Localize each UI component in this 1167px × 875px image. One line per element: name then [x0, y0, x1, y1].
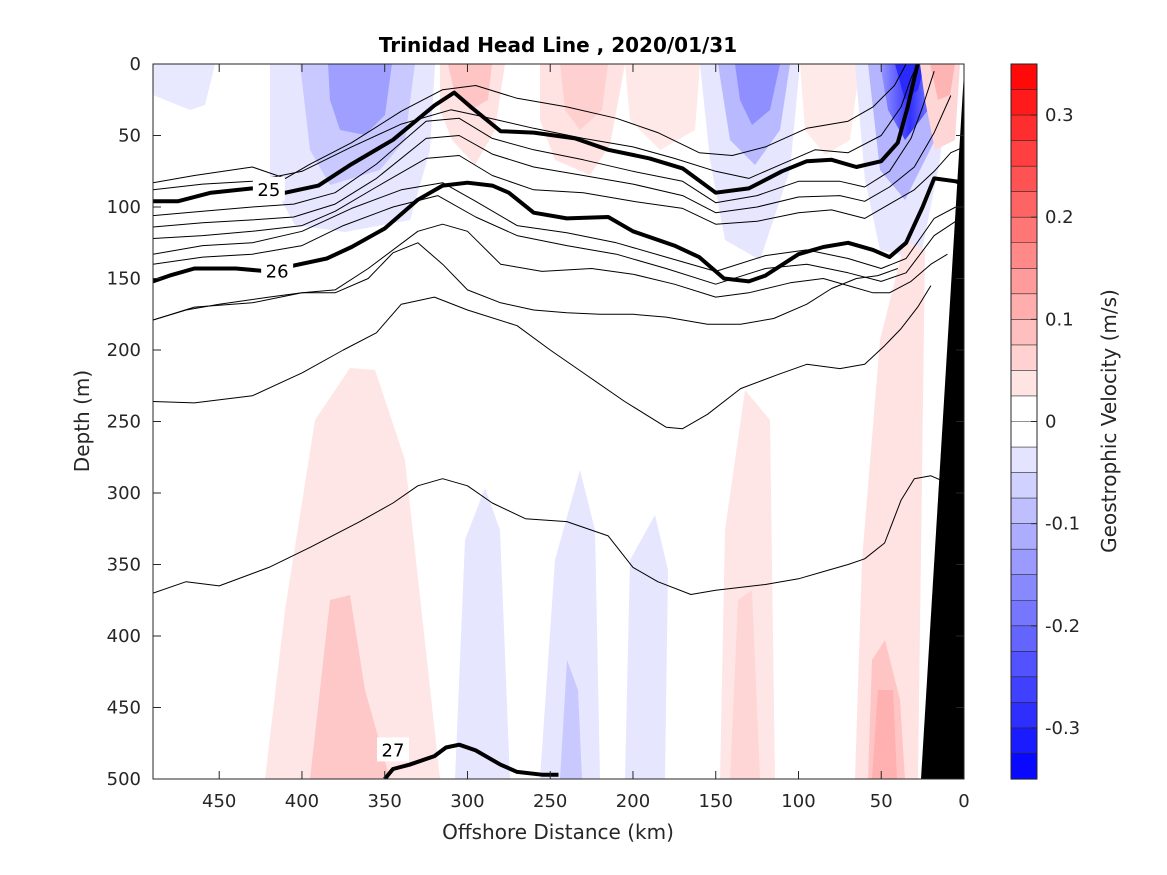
y-tick-label: 200	[107, 340, 141, 361]
colorbar-segment	[1011, 89, 1037, 116]
colorbar-segment	[1011, 64, 1037, 91]
colorbar-segment	[1011, 498, 1037, 525]
contour-label-bg	[376, 737, 409, 762]
colorbar-tick-label: -0.2	[1045, 616, 1080, 637]
colorbar-tick-label: 0.2	[1045, 207, 1074, 228]
y-tick-label: 350	[107, 555, 141, 576]
colorbar-segment	[1011, 676, 1037, 703]
y-tick-label: 100	[107, 197, 141, 218]
contour-line	[153, 285, 932, 430]
x-tick-label: 200	[616, 791, 650, 812]
colorbar-tick-label: -0.3	[1045, 718, 1080, 739]
colorbar-tick-label: -0.1	[1045, 514, 1080, 535]
contour-label: 25	[257, 180, 280, 201]
colorbar-segment	[1011, 421, 1037, 448]
x-tick-label: 100	[781, 791, 815, 812]
y-tick-label: 300	[107, 483, 141, 504]
colorbar-segment	[1011, 472, 1037, 499]
y-axis: 0 50 100 150 200 250 300 350 400 450 500	[107, 54, 964, 790]
contour-line	[383, 742, 559, 779]
colorbar-segment	[1011, 140, 1037, 167]
y-axis-label: Depth (m)	[70, 370, 94, 472]
contour-line	[153, 95, 952, 228]
seafloor-bathymetry	[921, 72, 964, 779]
colorbar-segment	[1011, 574, 1037, 601]
colorbar-segment	[1011, 370, 1037, 397]
colorbar-segment	[1011, 319, 1037, 346]
contour-line	[153, 64, 920, 204]
colorbar-segment	[1011, 600, 1037, 627]
colorbar-segment	[1011, 166, 1037, 193]
x-tick-label: 400	[285, 791, 319, 812]
x-tick-label: 250	[533, 791, 567, 812]
colorbar-segment	[1011, 753, 1037, 780]
colorbar-segment	[1011, 344, 1037, 372]
x-tick-label: 300	[450, 791, 484, 812]
y-tick-label: 150	[107, 269, 141, 290]
x-tick-label: 50	[870, 791, 893, 812]
colorbar-label: Geostrophic Velocity (m/s)	[1097, 289, 1121, 553]
colorbar-segment	[1011, 115, 1037, 142]
colorbar-segment	[1011, 242, 1037, 269]
colorbar-segment	[1011, 395, 1037, 423]
x-axis: 450 400 350 300 250 200 150 100 50 0	[202, 64, 970, 812]
chart-title: Trinidad Head Line , 2020/01/31	[379, 33, 737, 57]
colorbar-segment	[1011, 523, 1037, 550]
colorbar-segment	[1011, 268, 1037, 295]
colorbar: 0.3 0.2 0.1 0 -0.1 -0.2 -0.3	[1010, 63, 1080, 780]
colorbar-segment	[1011, 702, 1037, 729]
y-tick-label: 50	[118, 126, 141, 147]
colorbar-segment	[1011, 549, 1037, 576]
contour-line	[153, 176, 964, 284]
contour-line	[153, 64, 919, 191]
colorbar-tick-label: 0.1	[1045, 309, 1074, 330]
colorbar-segment	[1011, 447, 1037, 474]
colorbar-tick-label: 0	[1045, 412, 1056, 433]
density-contours: 25 26 27	[153, 64, 964, 779]
colorbar-tick-label: 0.3	[1045, 105, 1074, 126]
y-tick-label: 500	[107, 769, 141, 790]
x-tick-label: 0	[958, 791, 969, 812]
y-tick-label: 0	[130, 54, 141, 75]
colorbar-segment	[1011, 191, 1037, 218]
contour-line	[153, 195, 956, 285]
colorbar-segment	[1011, 727, 1037, 755]
y-tick-label: 250	[107, 412, 141, 433]
y-tick-label: 400	[107, 626, 141, 647]
contour-line	[153, 182, 956, 272]
contour-line	[153, 223, 948, 321]
x-tick-label: 450	[202, 791, 236, 812]
x-axis-label: Offshore Distance (km)	[442, 820, 674, 844]
contour-label: 26	[266, 261, 289, 282]
contour-label-bg	[252, 176, 285, 201]
colorbar-segment	[1011, 651, 1037, 678]
x-tick-label: 150	[699, 791, 733, 812]
colorbar-segment	[1011, 217, 1037, 244]
contour-line	[153, 71, 935, 217]
contour-label: 27	[382, 740, 405, 761]
contour-line	[153, 242, 898, 325]
contour-line	[153, 146, 964, 239]
y-tick-label: 450	[107, 698, 141, 719]
colorbar-segment	[1011, 293, 1037, 320]
colorbar-segment	[1011, 625, 1037, 652]
contour-label-bg	[261, 258, 294, 283]
x-tick-label: 350	[368, 791, 402, 812]
contour-line	[153, 64, 907, 184]
contour-line	[153, 475, 956, 595]
